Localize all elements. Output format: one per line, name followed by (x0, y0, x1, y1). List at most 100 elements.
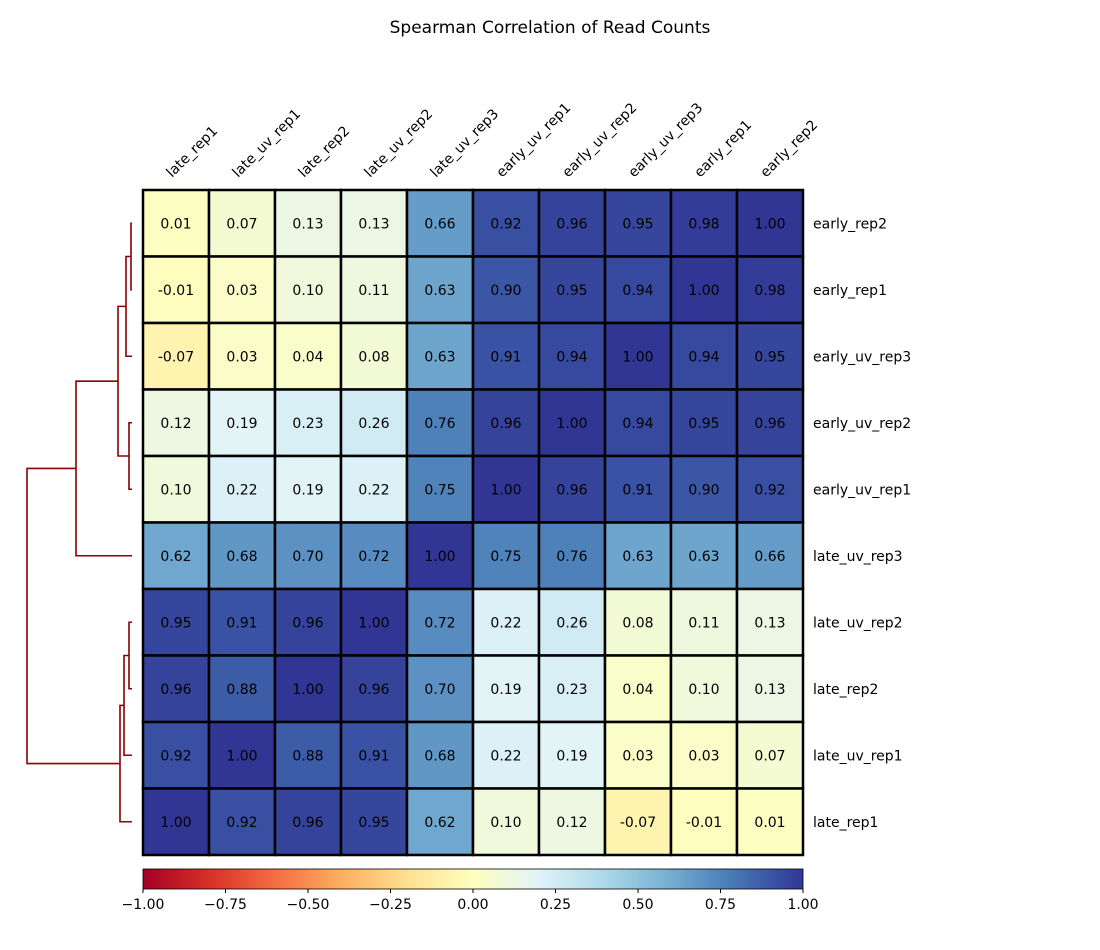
cell-value-label: 0.88 (292, 748, 323, 764)
cell-value-label: 0.26 (556, 615, 587, 631)
cell-value-label: 0.07 (226, 216, 257, 232)
heatmap-cell (735, 321, 805, 391)
heatmap-cell (669, 188, 739, 258)
cell-value-label: 1.00 (622, 349, 653, 365)
cell-value-label: 0.68 (424, 748, 455, 764)
cell-value-label: 0.94 (622, 283, 653, 299)
cell-value-label: 0.19 (556, 748, 587, 764)
row-labels: early_rep2 early_rep1 early_uv_rep3 early_u… (813, 216, 911, 831)
cell-value-label: 0.76 (556, 549, 587, 565)
heatmap-cell (471, 321, 541, 391)
heatmap-cell (405, 720, 475, 790)
heatmap-cell (207, 787, 277, 857)
row-label: late_uv_rep3 (813, 549, 903, 565)
cell-value-label: -0.07 (158, 349, 194, 365)
cell-value-label: 0.94 (622, 416, 653, 432)
heatmap-cell (405, 787, 475, 857)
colorbar-tick-label: 1.00 (787, 897, 818, 913)
dendrogram-link (75, 380, 132, 557)
cell-value-label: 0.91 (622, 482, 653, 498)
cell-value-label: 0.95 (160, 615, 191, 631)
cell-value-label: 0.10 (490, 815, 521, 831)
heatmap-cell (735, 787, 805, 857)
cell-value-label: 0.26 (358, 416, 389, 432)
cell-value-label: 0.22 (490, 615, 521, 631)
cell-value-label: 0.11 (358, 283, 389, 299)
heatmap-cell (405, 654, 475, 724)
row-label: late_uv_rep2 (813, 615, 903, 631)
dendrogram-link (130, 222, 132, 291)
cell-value-label: 0.96 (556, 216, 587, 232)
cell-value-label: 0.22 (358, 482, 389, 498)
cell-value-label: 0.92 (490, 216, 521, 232)
cell-value-label: 1.00 (556, 416, 587, 432)
heatmap-cell (471, 454, 541, 524)
cell-value-label: 1.00 (754, 216, 785, 232)
cell-value-label: 0.92 (754, 482, 785, 498)
cell-value-label: 0.91 (490, 349, 521, 365)
row-label: late_rep1 (813, 815, 878, 831)
heatmap-cell (405, 454, 475, 524)
heatmap-cell (339, 388, 409, 458)
heatmap-cell (603, 255, 673, 325)
colorbar-gradient (142, 868, 804, 890)
heatmap-cell (471, 521, 541, 591)
column-label: late_uv_rep1 (230, 106, 305, 181)
cell-value-label: 0.01 (754, 815, 785, 831)
colorbar-tick-label: 0.00 (457, 897, 488, 913)
cell-value-label: 0.92 (226, 815, 257, 831)
cell-value-label: 0.10 (160, 482, 191, 498)
cell-value-label: 0.03 (688, 748, 719, 764)
column-label: late_uv_rep3 (428, 106, 503, 181)
cell-value-label: 0.13 (292, 216, 323, 232)
heatmap-cell (273, 521, 343, 591)
cell-value-label: 0.94 (688, 349, 719, 365)
cell-value-label: 0.22 (490, 748, 521, 764)
cell-value-label: 0.94 (556, 349, 587, 365)
cell-value-label: 0.12 (160, 416, 191, 432)
heatmap-cell (141, 521, 211, 591)
cell-value-label: 0.62 (424, 815, 455, 831)
cell-value-label: 0.72 (424, 615, 455, 631)
heatmap-cells: 0.01 0.07 0.13 0.13 0.66 0.92 0.96 0.95 0.98 1.00… (141, 188, 805, 857)
dendrogram-link (119, 704, 132, 823)
cell-value-label: 1.00 (358, 615, 389, 631)
cell-value-label: 0.96 (292, 815, 323, 831)
heatmap-cell (141, 587, 211, 657)
colorbar-tick-label: −0.25 (369, 897, 412, 913)
cell-value-label: 0.04 (292, 349, 323, 365)
heatmap-cell (141, 787, 211, 857)
heatmap-cell (141, 255, 211, 325)
dendrogram-link (117, 305, 129, 457)
row-label: late_rep2 (813, 682, 878, 698)
cell-value-label: 0.70 (424, 682, 455, 698)
heatmap-cell (537, 787, 607, 857)
cell-value-label: 0.19 (292, 482, 323, 498)
cell-value-label: 0.70 (292, 549, 323, 565)
heatmap-cell (273, 388, 343, 458)
cell-value-label: 0.63 (424, 283, 455, 299)
colorbar: −1.00 −0.75 −0.50 −0.25 0.00 0.25 0.50 0.75 1.00 (122, 868, 819, 913)
cell-value-label: 0.19 (226, 416, 257, 432)
cell-value-label: 0.90 (490, 283, 521, 299)
heatmap-cell (603, 521, 673, 591)
cell-value-label: 0.63 (622, 549, 653, 565)
cell-value-label: 1.00 (490, 482, 521, 498)
cell-value-label: 0.13 (358, 216, 389, 232)
cell-value-label: 0.66 (424, 216, 455, 232)
cell-value-label: 0.75 (490, 549, 521, 565)
colorbar-tick-label: −1.00 (122, 897, 165, 913)
cell-value-label: 0.95 (622, 216, 653, 232)
cell-value-label: 0.12 (556, 815, 587, 831)
cell-value-label: 0.95 (358, 815, 389, 831)
row-dendrogram (26, 222, 132, 823)
cell-value-label: -0.07 (620, 815, 656, 831)
cell-value-label: 0.95 (688, 416, 719, 432)
cell-value-label: 0.91 (358, 748, 389, 764)
column-label: late_rep1 (164, 123, 222, 181)
cell-value-label: 1.00 (160, 815, 191, 831)
cell-value-label: 0.08 (358, 349, 389, 365)
heatmap-cell (207, 388, 277, 458)
